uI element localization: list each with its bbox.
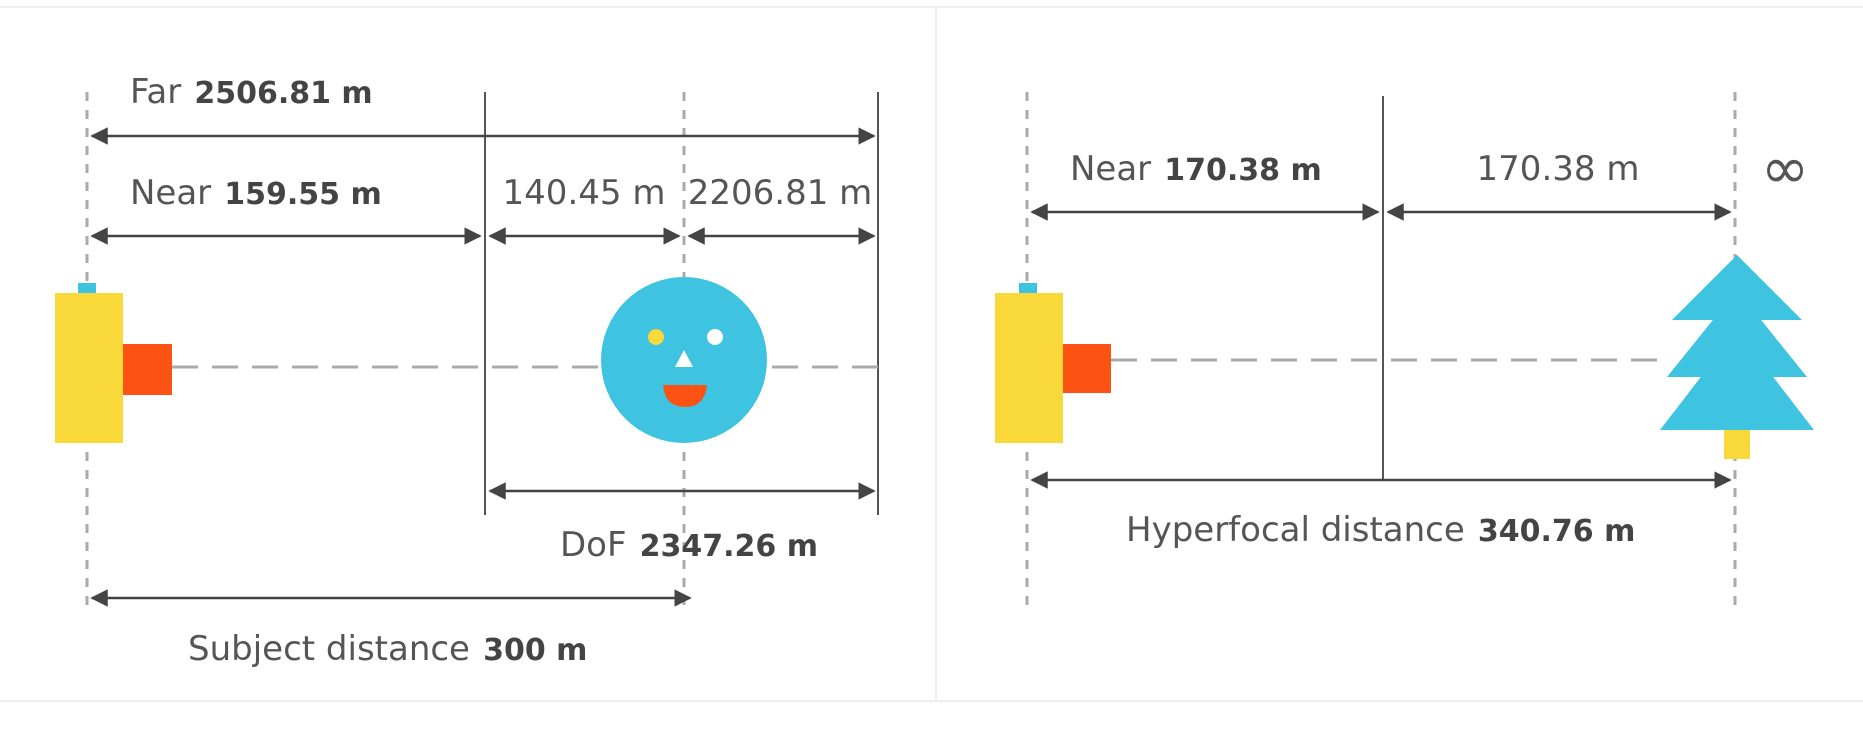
hyperfocal-caption: Hyperfocal distance 340.76 m xyxy=(1126,510,1635,550)
near-caption: Near 159.55 m xyxy=(130,173,382,213)
subject-distance-caption: Subject distance 300 m xyxy=(188,629,587,669)
hyperfocal-diagram: Near 170.38 m 170.38 m ∞ Hyperfocal dist… xyxy=(995,92,1814,605)
hf-near-to-hyperfocal-caption: 170.38 m xyxy=(1477,149,1640,189)
top-divider xyxy=(0,6,1863,8)
dof-caption: DoF 2347.26 m xyxy=(560,525,818,565)
hf-near-caption: Near 170.38 m xyxy=(1070,149,1322,189)
panel-divider xyxy=(935,8,937,700)
infinity-symbol: ∞ xyxy=(1761,134,1809,202)
subject-to-far-caption: 2206.81 m xyxy=(688,173,873,213)
near-to-subject-caption: 140.45 m xyxy=(503,173,666,213)
subject-face-icon xyxy=(601,277,767,443)
dof-diagram: Far 2506.81 m Near 159.55 m 140.45 m 220… xyxy=(55,72,879,669)
far-caption: Far 2506.81 m xyxy=(130,72,373,112)
hf-camera-icon xyxy=(995,283,1111,443)
bottom-divider xyxy=(0,700,1863,702)
camera-icon xyxy=(55,283,172,443)
tree-icon xyxy=(1660,255,1814,459)
